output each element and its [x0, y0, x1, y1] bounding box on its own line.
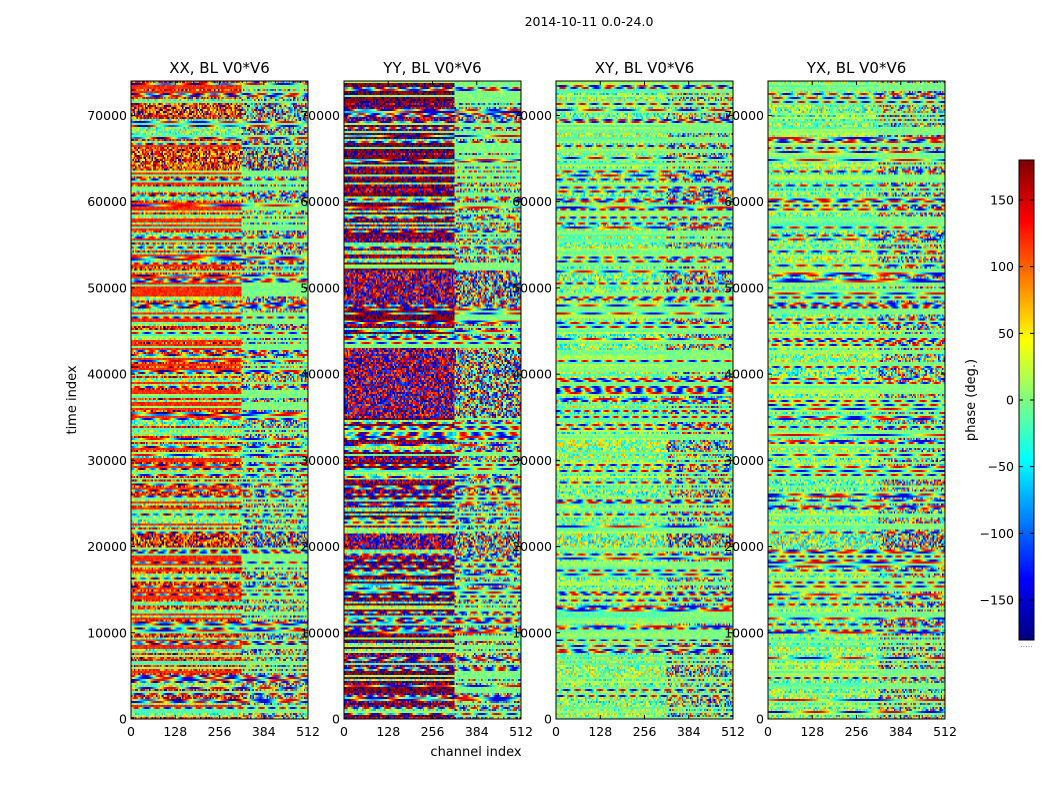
x-tick-label: 128: [376, 724, 400, 739]
y-tick-label: 20000: [87, 539, 127, 554]
x-tick-label: 384: [889, 724, 913, 739]
colorbar-tick-label: 50: [998, 326, 1014, 341]
y-tick-label: 50000: [300, 280, 340, 295]
y-tick-label: 70000: [724, 108, 764, 123]
y-tick-label: 60000: [724, 194, 764, 209]
heatmap-image-xy: [556, 81, 733, 719]
y-tick-label: 60000: [512, 194, 552, 209]
panel-xx: XX, BL V0*V6 0 128 256 384 512 0 10000 20000 3000…: [87, 59, 320, 739]
x-tick-label: 512: [296, 724, 320, 739]
y-tick-label: 30000: [724, 453, 764, 468]
colorbar: −150 −100 −50 0 50 100 150 phase (deg.).....: [964, 159, 1035, 649]
colorbar-label: phase (deg.): [964, 359, 979, 441]
y-tick-label: 20000: [724, 539, 764, 554]
y-tick-label: 0: [119, 712, 127, 727]
x-tick-label: 128: [800, 724, 824, 739]
y-tick-label: 40000: [87, 367, 127, 382]
x-tick-label: 256: [421, 724, 445, 739]
colorbar-gradient: [1019, 160, 1034, 640]
panel-title: YX, BL V0*V6: [806, 59, 907, 77]
y-tick-label: 50000: [512, 280, 552, 295]
y-tick-label: 30000: [87, 453, 127, 468]
colorbar-tick-label: −100: [980, 526, 1014, 541]
y-tick-label: 40000: [512, 367, 552, 382]
y-tick-label: 70000: [87, 108, 127, 123]
y-tick-label: 50000: [87, 280, 127, 295]
colorbar-tick-label: −50: [988, 459, 1014, 474]
x-tick-label: 256: [208, 724, 232, 739]
colorbar-tick-label: 150: [990, 193, 1014, 208]
x-tick-label: 512: [933, 724, 957, 739]
heatmap-image-yx: [768, 81, 945, 719]
x-tick-label: 384: [465, 724, 489, 739]
y-tick-label: 30000: [300, 453, 340, 468]
y-tick-label: 10000: [87, 625, 127, 640]
x-tick-label: 512: [509, 724, 533, 739]
x-tick-label: 512: [721, 724, 745, 739]
x-tick-label: 256: [633, 724, 657, 739]
y-tick-label: 40000: [300, 367, 340, 382]
y-tick-label: 30000: [512, 453, 552, 468]
y-tick-label: 60000: [87, 194, 127, 209]
figure-suptitle: 2014-10-11 0.0-24.0: [525, 14, 654, 29]
y-tick-label: 0: [332, 712, 340, 727]
heatmap-image-xx: [131, 81, 308, 719]
y-tick-label: 10000: [724, 625, 764, 640]
colorbar-tick-label: 100: [990, 259, 1014, 274]
panels: XX, BL V0*V6 0 128 256 384 512 0 10000 20000 3000…: [87, 59, 957, 739]
y-tick-label: 20000: [512, 539, 552, 554]
y-tick-label: 10000: [512, 625, 552, 640]
panel-xy: XY, BL V0*V6 0 128 256 384 512 0 10000 20000 3000…: [512, 59, 745, 739]
panel-title: XX, BL V0*V6: [169, 59, 270, 77]
y-tick-label: 50000: [724, 280, 764, 295]
y-tick-label: 0: [756, 712, 764, 727]
x-tick-label: 0: [552, 724, 560, 739]
y-tick-label: 10000: [300, 625, 340, 640]
y-tick-label: 0: [544, 712, 552, 727]
panel-title: YY, BL V0*V6: [382, 59, 481, 77]
y-tick-label: 60000: [300, 194, 340, 209]
x-tick-label: 0: [764, 724, 772, 739]
colorbar-below-mark: .....: [1020, 640, 1033, 649]
y-tick-label: 70000: [512, 108, 552, 123]
x-tick-label: 0: [127, 724, 135, 739]
colorbar-tick-label: −150: [980, 593, 1014, 608]
y-tick-label: 20000: [300, 539, 340, 554]
panel-yx: YX, BL V0*V6 0 128 256 384 512 0 10000 20000 3000…: [724, 59, 957, 739]
colorbar-tick-label: 0: [1006, 393, 1014, 408]
x-tick-label: 0: [340, 724, 348, 739]
y-tick-label: 40000: [724, 367, 764, 382]
y-axis-label: time index: [65, 365, 80, 434]
x-tick-label: 384: [252, 724, 276, 739]
panel-title: XY, BL V0*V6: [595, 59, 695, 77]
x-tick-label: 128: [588, 724, 612, 739]
x-tick-label: 256: [845, 724, 869, 739]
panel-yy: YY, BL V0*V6 0 128 256 384 512 0 10000 20000 3000…: [300, 59, 533, 739]
y-tick-label: 70000: [300, 108, 340, 123]
x-axis-label: channel index: [430, 745, 521, 760]
x-tick-label: 384: [677, 724, 701, 739]
heatmap-image-yy: [344, 81, 521, 719]
x-tick-label: 128: [163, 724, 187, 739]
